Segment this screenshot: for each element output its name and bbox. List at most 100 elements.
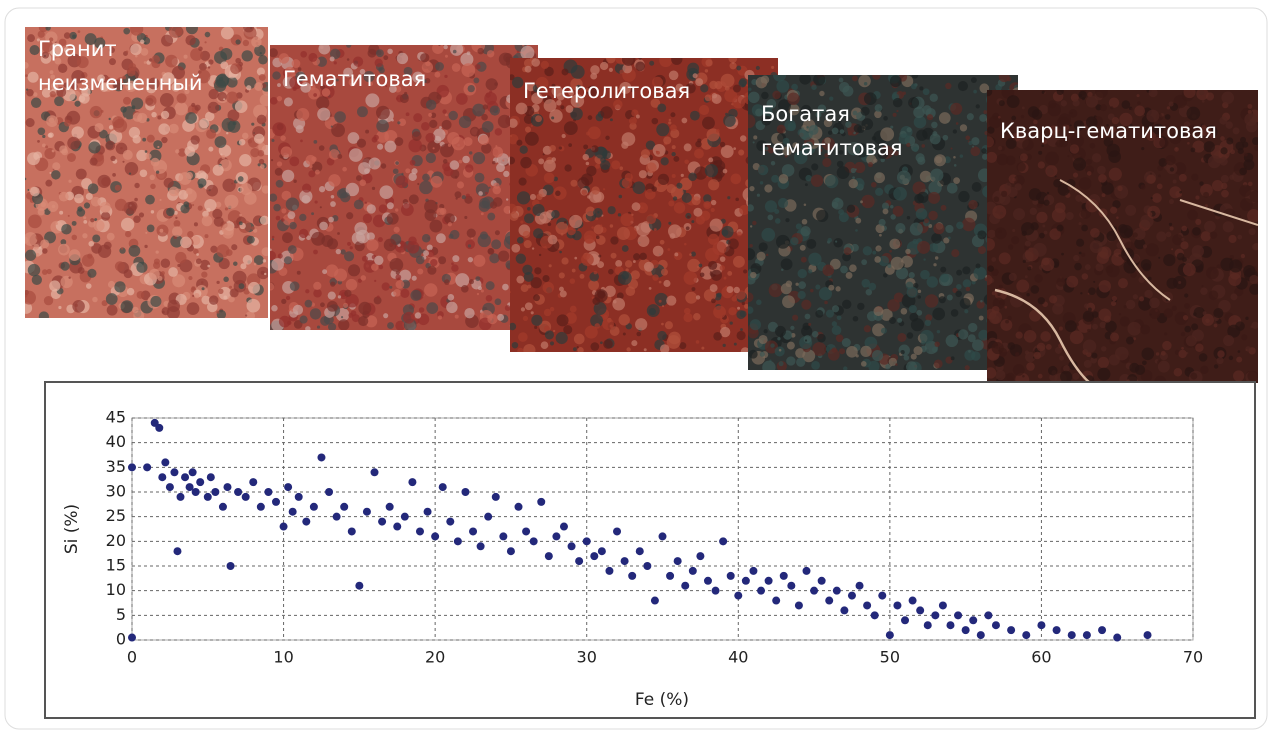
point bbox=[757, 587, 765, 595]
point bbox=[765, 577, 773, 585]
point bbox=[371, 468, 379, 476]
y-tick-label: 5 bbox=[116, 605, 126, 624]
panel-label: Гематитовая bbox=[283, 67, 426, 91]
point bbox=[1037, 621, 1045, 629]
point bbox=[780, 572, 788, 580]
point bbox=[454, 537, 462, 545]
point bbox=[893, 601, 901, 609]
point bbox=[560, 523, 568, 531]
point bbox=[969, 616, 977, 624]
point bbox=[719, 537, 727, 545]
point bbox=[204, 493, 212, 501]
point bbox=[189, 468, 197, 476]
point bbox=[181, 473, 189, 481]
point bbox=[575, 557, 583, 565]
point bbox=[734, 592, 742, 600]
point bbox=[249, 478, 257, 486]
point bbox=[196, 478, 204, 486]
x-tick-label: 0 bbox=[127, 648, 137, 667]
point bbox=[962, 626, 970, 634]
point bbox=[984, 611, 992, 619]
point bbox=[461, 488, 469, 496]
point bbox=[704, 577, 712, 585]
panel-label: Богатая bbox=[761, 102, 850, 126]
point bbox=[333, 513, 341, 521]
point bbox=[234, 488, 242, 496]
point bbox=[272, 498, 280, 506]
point bbox=[636, 547, 644, 555]
point bbox=[264, 488, 272, 496]
point bbox=[818, 577, 826, 585]
point bbox=[207, 473, 215, 481]
point bbox=[515, 503, 523, 511]
figure: ГранитнеизмененныйГематитоваяГетеролитов… bbox=[0, 0, 1271, 733]
point bbox=[621, 557, 629, 565]
panel-label: Гетеролитовая bbox=[523, 79, 690, 103]
point bbox=[856, 582, 864, 590]
y-tick-label: 25 bbox=[106, 506, 126, 525]
point bbox=[795, 601, 803, 609]
panel-label: гематитовая bbox=[761, 136, 903, 160]
point bbox=[431, 532, 439, 540]
x-tick-label: 20 bbox=[425, 648, 445, 667]
point bbox=[1144, 631, 1152, 639]
y-tick-label: 10 bbox=[106, 580, 126, 599]
point bbox=[916, 606, 924, 614]
point bbox=[878, 592, 886, 600]
point bbox=[522, 527, 530, 535]
point bbox=[128, 634, 136, 642]
y-tick-label: 35 bbox=[106, 457, 126, 476]
x-tick-label: 50 bbox=[880, 648, 900, 667]
point bbox=[340, 503, 348, 511]
point bbox=[848, 592, 856, 600]
point bbox=[295, 493, 303, 501]
point bbox=[1053, 626, 1061, 634]
point bbox=[992, 621, 1000, 629]
point bbox=[568, 542, 576, 550]
x-tick-label: 10 bbox=[273, 648, 293, 667]
point bbox=[659, 532, 667, 540]
point bbox=[833, 587, 841, 595]
point bbox=[227, 562, 235, 570]
point bbox=[416, 527, 424, 535]
point bbox=[166, 483, 174, 491]
y-axis-label: Si (%) bbox=[62, 504, 82, 554]
x-tick-label: 70 bbox=[1183, 648, 1203, 667]
y-tick-label: 0 bbox=[116, 630, 126, 649]
y-tick-label: 30 bbox=[106, 482, 126, 501]
point bbox=[393, 523, 401, 531]
point bbox=[280, 523, 288, 531]
point bbox=[840, 606, 848, 614]
x-axis-label: Fe (%) bbox=[635, 690, 689, 710]
y-tick-label: 45 bbox=[106, 408, 126, 427]
point bbox=[802, 567, 810, 575]
point bbox=[1022, 631, 1030, 639]
x-tick-label: 30 bbox=[577, 648, 597, 667]
point bbox=[242, 493, 250, 501]
point bbox=[552, 532, 560, 540]
point bbox=[886, 631, 894, 639]
point bbox=[325, 488, 333, 496]
point bbox=[946, 621, 954, 629]
point bbox=[939, 601, 947, 609]
y-tick-label: 15 bbox=[106, 556, 126, 575]
point bbox=[924, 621, 932, 629]
point bbox=[598, 547, 606, 555]
point bbox=[628, 572, 636, 580]
point bbox=[1098, 626, 1106, 634]
point bbox=[772, 597, 780, 605]
panel-label: Кварц-гематитовая bbox=[1000, 119, 1217, 143]
point bbox=[310, 503, 318, 511]
y-tick-label: 40 bbox=[106, 432, 126, 451]
point bbox=[696, 552, 704, 560]
point bbox=[545, 552, 553, 560]
point bbox=[689, 567, 697, 575]
point bbox=[1068, 631, 1076, 639]
point bbox=[643, 562, 651, 570]
point bbox=[161, 458, 169, 466]
point bbox=[825, 597, 833, 605]
point bbox=[583, 537, 591, 545]
point bbox=[742, 577, 750, 585]
x-tick-label: 60 bbox=[1031, 648, 1051, 667]
point bbox=[317, 453, 325, 461]
